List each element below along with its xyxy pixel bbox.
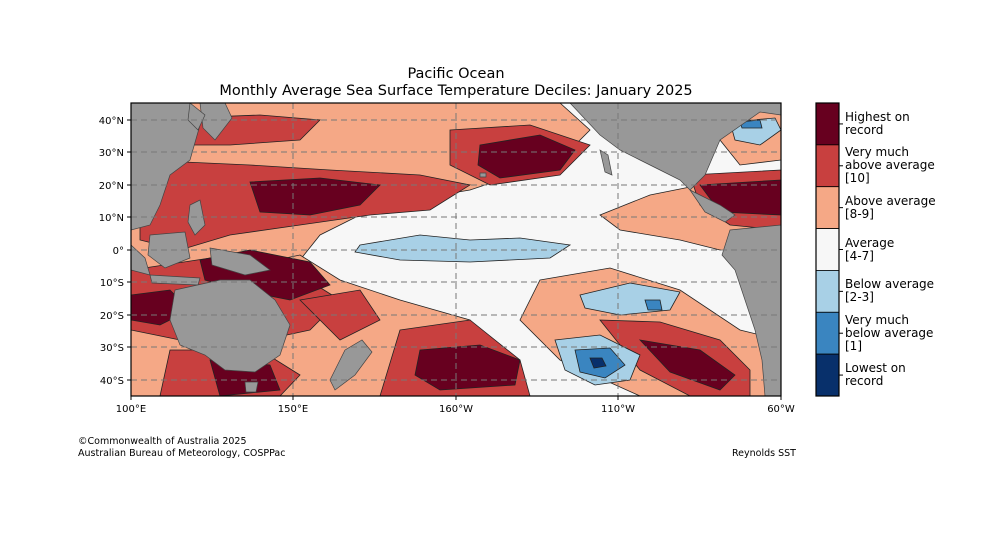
legend-label-line: [4-7] xyxy=(845,248,874,263)
lat-label: 40°N xyxy=(99,116,124,127)
legend-label: Below average [2-3] xyxy=(845,278,934,304)
legend-label-line: [8-9] xyxy=(845,206,874,221)
copyright-text: ©Commonwealth of Australia 2025 xyxy=(78,436,247,447)
land-central-america xyxy=(688,189,736,223)
colorbar-frame xyxy=(815,102,840,397)
land-korea-coast xyxy=(187,103,206,131)
lat-label: 20°S xyxy=(100,311,124,322)
lon-label: 160°W xyxy=(439,404,473,415)
legend-label: Lowest on record xyxy=(845,362,906,388)
agency-credit: Australian Bureau of Meteorology, COSPPa… xyxy=(78,448,286,459)
land-masses xyxy=(131,103,781,396)
land-baja xyxy=(599,149,613,176)
legend-label-line: [2-3] xyxy=(845,290,874,305)
legend-label: Highest on record xyxy=(845,109,910,137)
legend-swatch xyxy=(815,102,840,146)
lat-label: 20°N xyxy=(99,181,124,192)
legend-label-line: record xyxy=(845,122,884,137)
legend-label-line: [1] xyxy=(845,338,862,353)
legend-label-line: above average xyxy=(845,158,935,173)
map-title: Pacific Ocean xyxy=(407,66,505,82)
lon-label: 110°W xyxy=(601,404,635,415)
lat-label: 0° xyxy=(113,246,124,257)
legend-label-line: Lowest on xyxy=(845,361,906,376)
legend-label: Average [4-7] xyxy=(845,235,895,263)
legend-label: Very much above average [10] xyxy=(845,146,935,185)
legend-swatch xyxy=(815,270,840,313)
data-source: Reynolds SST xyxy=(732,448,796,459)
legend-label-line: [10] xyxy=(845,171,870,186)
legend-colorbar xyxy=(815,102,843,397)
legend-label: Very much below average [1] xyxy=(845,312,934,353)
legend-label-line: Very much xyxy=(845,145,910,160)
land-borneo xyxy=(147,231,191,269)
lon-label: 100°E xyxy=(116,404,146,415)
land-hawaii xyxy=(479,172,487,178)
legend-label-line: Above average xyxy=(845,193,936,208)
legend-label-line: below average xyxy=(845,325,934,340)
legend-label-line: Average xyxy=(845,235,895,250)
legend-swatch xyxy=(815,228,840,271)
land-australia xyxy=(169,279,291,373)
lat-label: 10°S xyxy=(100,278,124,289)
lowest-on-record-regions xyxy=(589,357,607,369)
legend-label-line: Very much xyxy=(845,312,910,327)
legend-label: Above average [8-9] xyxy=(845,193,936,221)
lat-label: 30°N xyxy=(99,148,124,159)
grid-lines xyxy=(131,103,781,396)
lat-label: 30°S xyxy=(100,343,124,354)
lat-label: 40°S xyxy=(100,376,124,387)
legend-label-line: record xyxy=(845,374,884,389)
land-new-zealand xyxy=(329,339,373,391)
legend-swatch xyxy=(815,311,840,355)
map-area xyxy=(131,103,781,396)
land-new-guinea xyxy=(209,247,271,276)
lon-label: 150°E xyxy=(278,404,308,415)
legend-swatch xyxy=(815,144,840,188)
legend-label-line: Highest on xyxy=(845,109,910,124)
tick-marks xyxy=(127,119,782,400)
map-subtitle: Monthly Average Sea Surface Temperature … xyxy=(219,83,693,99)
legend-swatch xyxy=(815,353,840,397)
legend-label-line: Below average xyxy=(845,277,935,292)
lon-label: 60°W xyxy=(767,404,795,415)
land-tasmania xyxy=(244,381,259,393)
lat-label: 10°N xyxy=(99,213,124,224)
land-japan xyxy=(199,103,233,141)
land-south-america xyxy=(721,224,781,396)
legend-swatch xyxy=(815,186,840,229)
